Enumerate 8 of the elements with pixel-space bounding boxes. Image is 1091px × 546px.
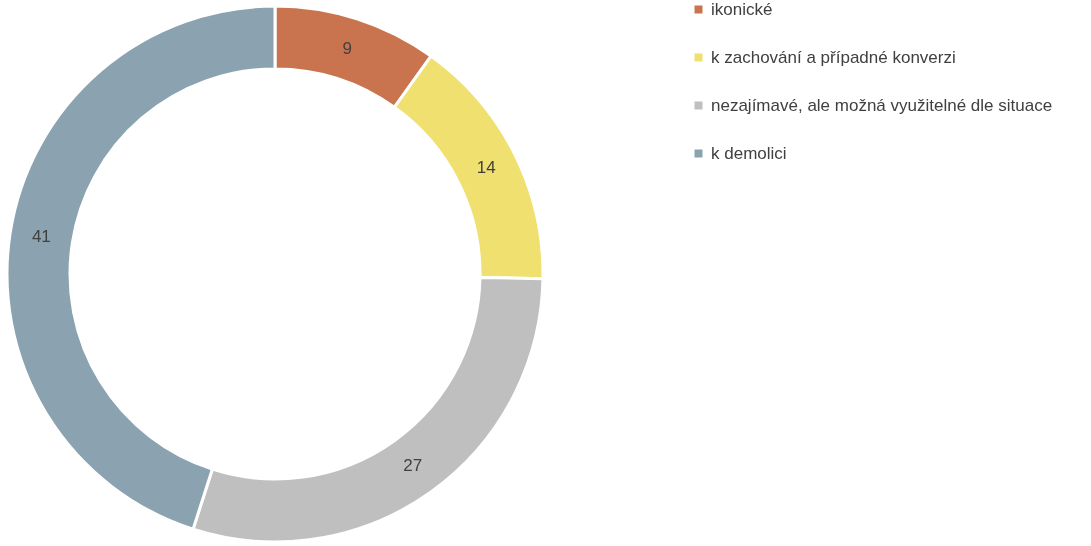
legend-label: nezajímavé, ale možná využitelné dle situace: [711, 95, 1053, 115]
legend-label: k demolici: [711, 143, 787, 163]
data-label: 14: [476, 157, 496, 177]
legend-label: ikonické: [711, 0, 773, 19]
data-label: 9: [342, 38, 353, 58]
data-label: 41: [31, 227, 51, 247]
legend-label: k zachování a případné konverzi: [711, 47, 956, 67]
data-label: 27: [403, 456, 423, 476]
